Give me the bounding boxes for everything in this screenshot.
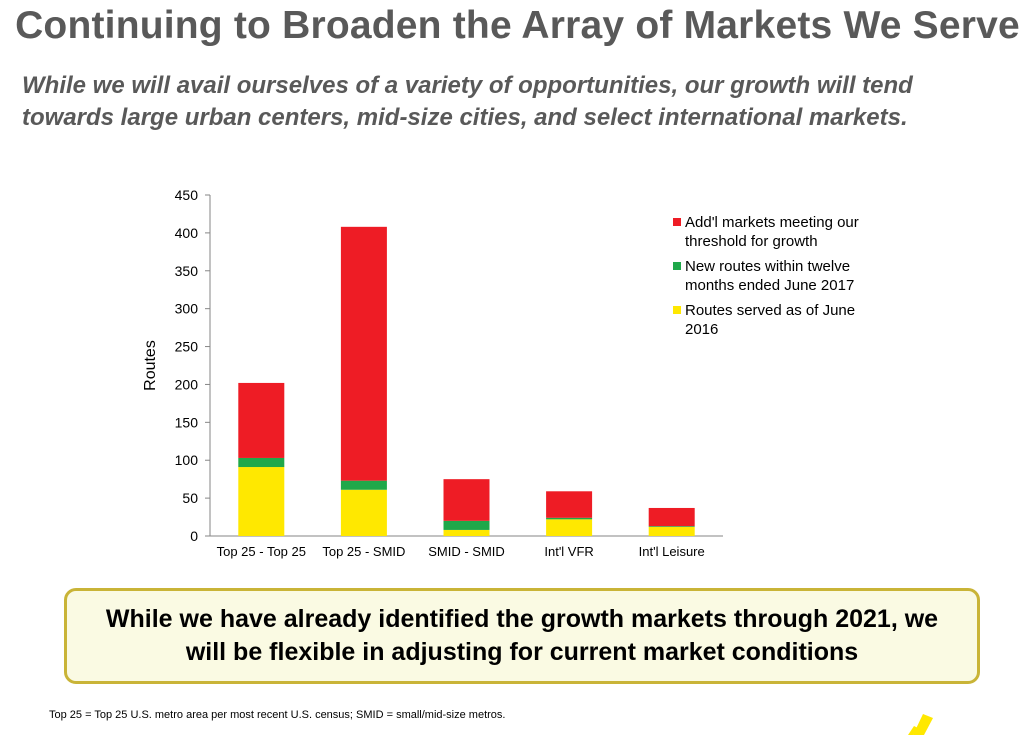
y-tick-label: 300 <box>175 301 199 317</box>
bar-segment <box>340 226 387 481</box>
legend-label: New routes within twelve months ended Jun… <box>685 258 854 294</box>
y-tick-label: 0 <box>190 528 198 544</box>
legend-swatch <box>673 262 681 270</box>
x-tick-label: SMID - SMID <box>428 544 505 559</box>
bar-segment <box>340 480 387 490</box>
y-tick-label: 450 <box>175 187 199 203</box>
footnote: Top 25 = Top 25 U.S. metro area per most… <box>49 709 506 721</box>
y-tick-label: 400 <box>175 225 199 241</box>
bar-segment <box>546 491 593 518</box>
bar-segment <box>546 517 593 520</box>
y-tick-label: 100 <box>175 452 199 468</box>
callout-box: While we have already identified the gro… <box>64 588 980 684</box>
y-axis-title: Routes <box>142 340 159 391</box>
bar-segment <box>443 479 490 521</box>
slide-subtitle: While we will avail ourselves of a varie… <box>22 72 913 131</box>
bar-segment <box>238 382 285 458</box>
bar-segment <box>443 520 490 530</box>
bar-segment <box>443 529 490 536</box>
y-tick-label: 50 <box>182 490 198 506</box>
bar-segment <box>238 467 285 536</box>
legend-label-line: threshold for growth <box>685 233 818 250</box>
y-tick-label: 250 <box>175 339 199 355</box>
legend-label-line: Add'l markets meeting our <box>685 214 859 231</box>
bar-segment <box>648 526 695 527</box>
legend-label-line: 2016 <box>685 321 718 338</box>
x-tick-label: Top 25 - SMID <box>322 544 405 559</box>
bar-segment <box>648 507 695 527</box>
legend-label-line: months ended June 2017 <box>685 277 854 294</box>
legend-label-line: New routes within twelve <box>685 258 850 275</box>
y-tick-label: 350 <box>175 263 199 279</box>
bar-segment <box>340 489 387 536</box>
legend-swatch <box>673 218 681 226</box>
airline-logo-icon <box>908 714 933 735</box>
y-tick-label: 200 <box>175 376 199 392</box>
y-tick-label: 150 <box>175 414 199 430</box>
bar-segment <box>238 457 285 468</box>
legend-label-line: Routes served as of June <box>685 302 855 319</box>
bar-segment <box>648 526 695 536</box>
legend-label: Add'l markets meeting our threshold for g… <box>685 214 859 250</box>
x-tick-label: Int'l VFR <box>544 544 593 559</box>
legend-label: Routes served as of June 2016 <box>685 302 855 338</box>
bar-segment <box>546 519 593 536</box>
stacked-bar-chart: 0 50 100 150 200 250 300 350 400 450 Routes Top 25 … <box>142 187 859 559</box>
x-tick-label: Int'l Leisure <box>639 544 705 559</box>
x-tick-label: Top 25 - Top 25 <box>217 544 306 559</box>
slide-title: Continuing to Broaden the Array of Marke… <box>15 4 1020 47</box>
legend-swatch <box>673 306 681 314</box>
